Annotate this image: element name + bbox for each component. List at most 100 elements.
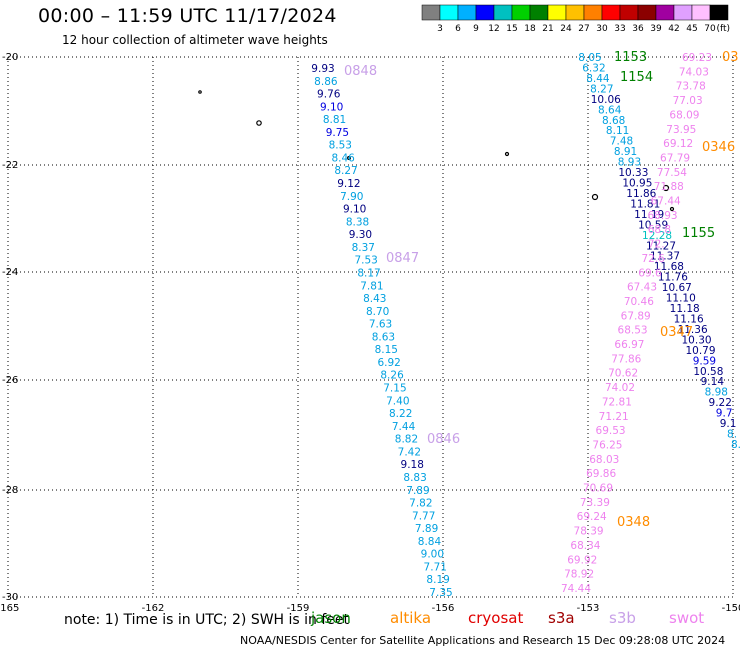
colorbar-label: 15 xyxy=(506,24,517,34)
wave-height-label: 9.14 xyxy=(701,376,725,388)
lon-tick-label: -159 xyxy=(287,603,310,614)
lat-tick-label: -26 xyxy=(2,375,18,386)
wave-height-label: 11.10 xyxy=(666,293,696,305)
wave-height-label: 77.03 xyxy=(673,95,703,107)
wave-height-label: 9.1 xyxy=(720,418,737,430)
pass-label: 0348 xyxy=(617,515,650,530)
wave-height-label: 67.44 xyxy=(651,196,681,208)
wave-height-label: 72.81 xyxy=(602,396,632,408)
wave-height-label: 73.95 xyxy=(666,124,696,136)
wave-height-label: 11.37 xyxy=(650,251,680,263)
wave-height-label: 7.15 xyxy=(383,383,406,395)
pass-label: 03 xyxy=(722,50,739,65)
wave-height-label: 8.19 xyxy=(426,574,449,586)
legend-jason: jason xyxy=(311,609,351,627)
wave-height-label: 7.89 xyxy=(415,523,438,535)
wave-height-label: 9.10 xyxy=(343,204,366,216)
wave-height-label: 8.11 xyxy=(606,125,629,137)
chart-title: 00:00 – 11:59 UTC 11/17/2024 xyxy=(38,5,337,27)
island xyxy=(504,151,510,157)
wave-height-label: 74.03 xyxy=(679,66,709,78)
color-swatch xyxy=(709,4,729,21)
wave-height-label: 68.03 xyxy=(589,454,619,466)
island xyxy=(256,120,262,126)
wave-height-label: 9.7 xyxy=(716,408,733,420)
wave-height-label: 11.36 xyxy=(678,324,708,336)
wave-height-label: 8.83 xyxy=(403,472,426,484)
wave-height-label: 7.77 xyxy=(412,510,435,522)
wave-height-label: 9.30 xyxy=(349,229,372,241)
colorbar-label: 9 xyxy=(473,24,479,34)
wave-height-label: 11.86 xyxy=(626,188,656,200)
wave-height-label: 11.68 xyxy=(654,261,684,273)
lon-tick-label: -150 xyxy=(722,603,740,614)
wave-height-label: 8.84 xyxy=(418,536,442,548)
wave-height-label: 10.95 xyxy=(622,178,652,190)
wave-height-label: 8.26 xyxy=(380,370,404,382)
pass-label: 1153 xyxy=(614,50,647,65)
lon-tick-label: -162 xyxy=(142,603,165,614)
wave-height-label: 72. xyxy=(648,239,665,251)
pass-label: 0848 xyxy=(344,64,377,79)
wave-height-label: 8.38 xyxy=(346,216,369,228)
island xyxy=(198,90,202,94)
pass-label: 0846 xyxy=(427,432,460,447)
wave-height-label: 8.46 xyxy=(331,152,355,164)
wave-height-label: 7.53 xyxy=(354,255,377,267)
wave-height-label: 8.86 xyxy=(314,76,338,88)
wave-height-label: 8.68 xyxy=(602,115,625,127)
wave-height-label: 8.05 xyxy=(578,52,601,64)
wave-height-label: 74.02 xyxy=(605,382,635,394)
lat-tick-label: -28 xyxy=(2,485,18,496)
wave-height-label: 8. xyxy=(727,429,737,441)
colorbar-label: 12 xyxy=(488,24,499,34)
colorbar-label: 36 xyxy=(632,24,644,34)
wave-height-label: 8.22 xyxy=(389,408,412,420)
wave-height-label: 67.43 xyxy=(627,282,657,294)
wave-height-label: 10.58 xyxy=(693,366,723,378)
colorbar-label: 45 xyxy=(686,24,697,34)
wave-height-label: 68.53 xyxy=(618,325,648,337)
wave-height-label: 9.22 xyxy=(709,397,732,409)
pass-label: 0847 xyxy=(386,251,419,266)
wave-height-label: 9.00 xyxy=(421,549,444,561)
wave-height-label: 7.35 xyxy=(429,587,452,599)
chart-subtitle: 12 hour collection of altimeter wave hei… xyxy=(62,33,328,47)
colorbar-label: 42 xyxy=(668,24,679,34)
wave-height-label: 8.98 xyxy=(705,387,728,399)
wave-height-label: 67.79 xyxy=(660,152,690,164)
lat-tick-label: -24 xyxy=(2,267,18,278)
wave-height-label: 8. xyxy=(731,439,740,451)
wave-height-label: 69.12 xyxy=(663,138,693,150)
legend-cryosat: cryosat xyxy=(468,609,524,627)
wave-height-label: 9.75 xyxy=(326,127,349,139)
pass-label: 1155 xyxy=(682,226,715,241)
wave-height-label: 8.27 xyxy=(334,165,357,177)
wave-height-label: 8.93 xyxy=(618,157,641,169)
wave-height-label: 7.89 xyxy=(406,485,429,497)
wave-height-label: 8.37 xyxy=(352,242,375,254)
wave-height-label: 8.70 xyxy=(366,306,389,318)
wave-height-label: 10.79 xyxy=(685,345,715,357)
legend-swot: swot xyxy=(669,609,705,627)
wave-height-label: 9.93 xyxy=(311,63,334,75)
wave-height-label: 77.86 xyxy=(611,353,641,365)
pass-label: 1154 xyxy=(620,70,653,85)
wave-height-label: 7.63 xyxy=(369,319,392,331)
wave-height-label: 8.53 xyxy=(329,140,352,152)
wave-height-label: 71.21 xyxy=(599,411,629,423)
wave-height-label: 7.90 xyxy=(340,191,363,203)
pass-label: 0347 xyxy=(660,325,693,340)
lat-tick-label: -22 xyxy=(2,160,18,171)
wave-height-label: 11.19 xyxy=(634,209,664,221)
wave-height-label: 7.81 xyxy=(360,280,383,292)
wave-height-label: 77.54 xyxy=(657,167,687,179)
wave-height-label: 67.89 xyxy=(621,310,651,322)
lon-tick-label: -165 xyxy=(0,603,19,614)
wave-height-label: 70.62 xyxy=(608,368,638,380)
lat-tick-label: -20 xyxy=(2,52,18,63)
colorbar-label: 6 xyxy=(455,24,461,34)
wave-height-label: 10.30 xyxy=(682,334,712,346)
colorbar-label: 21 xyxy=(542,24,553,34)
wave-height-label: 10.33 xyxy=(618,167,648,179)
